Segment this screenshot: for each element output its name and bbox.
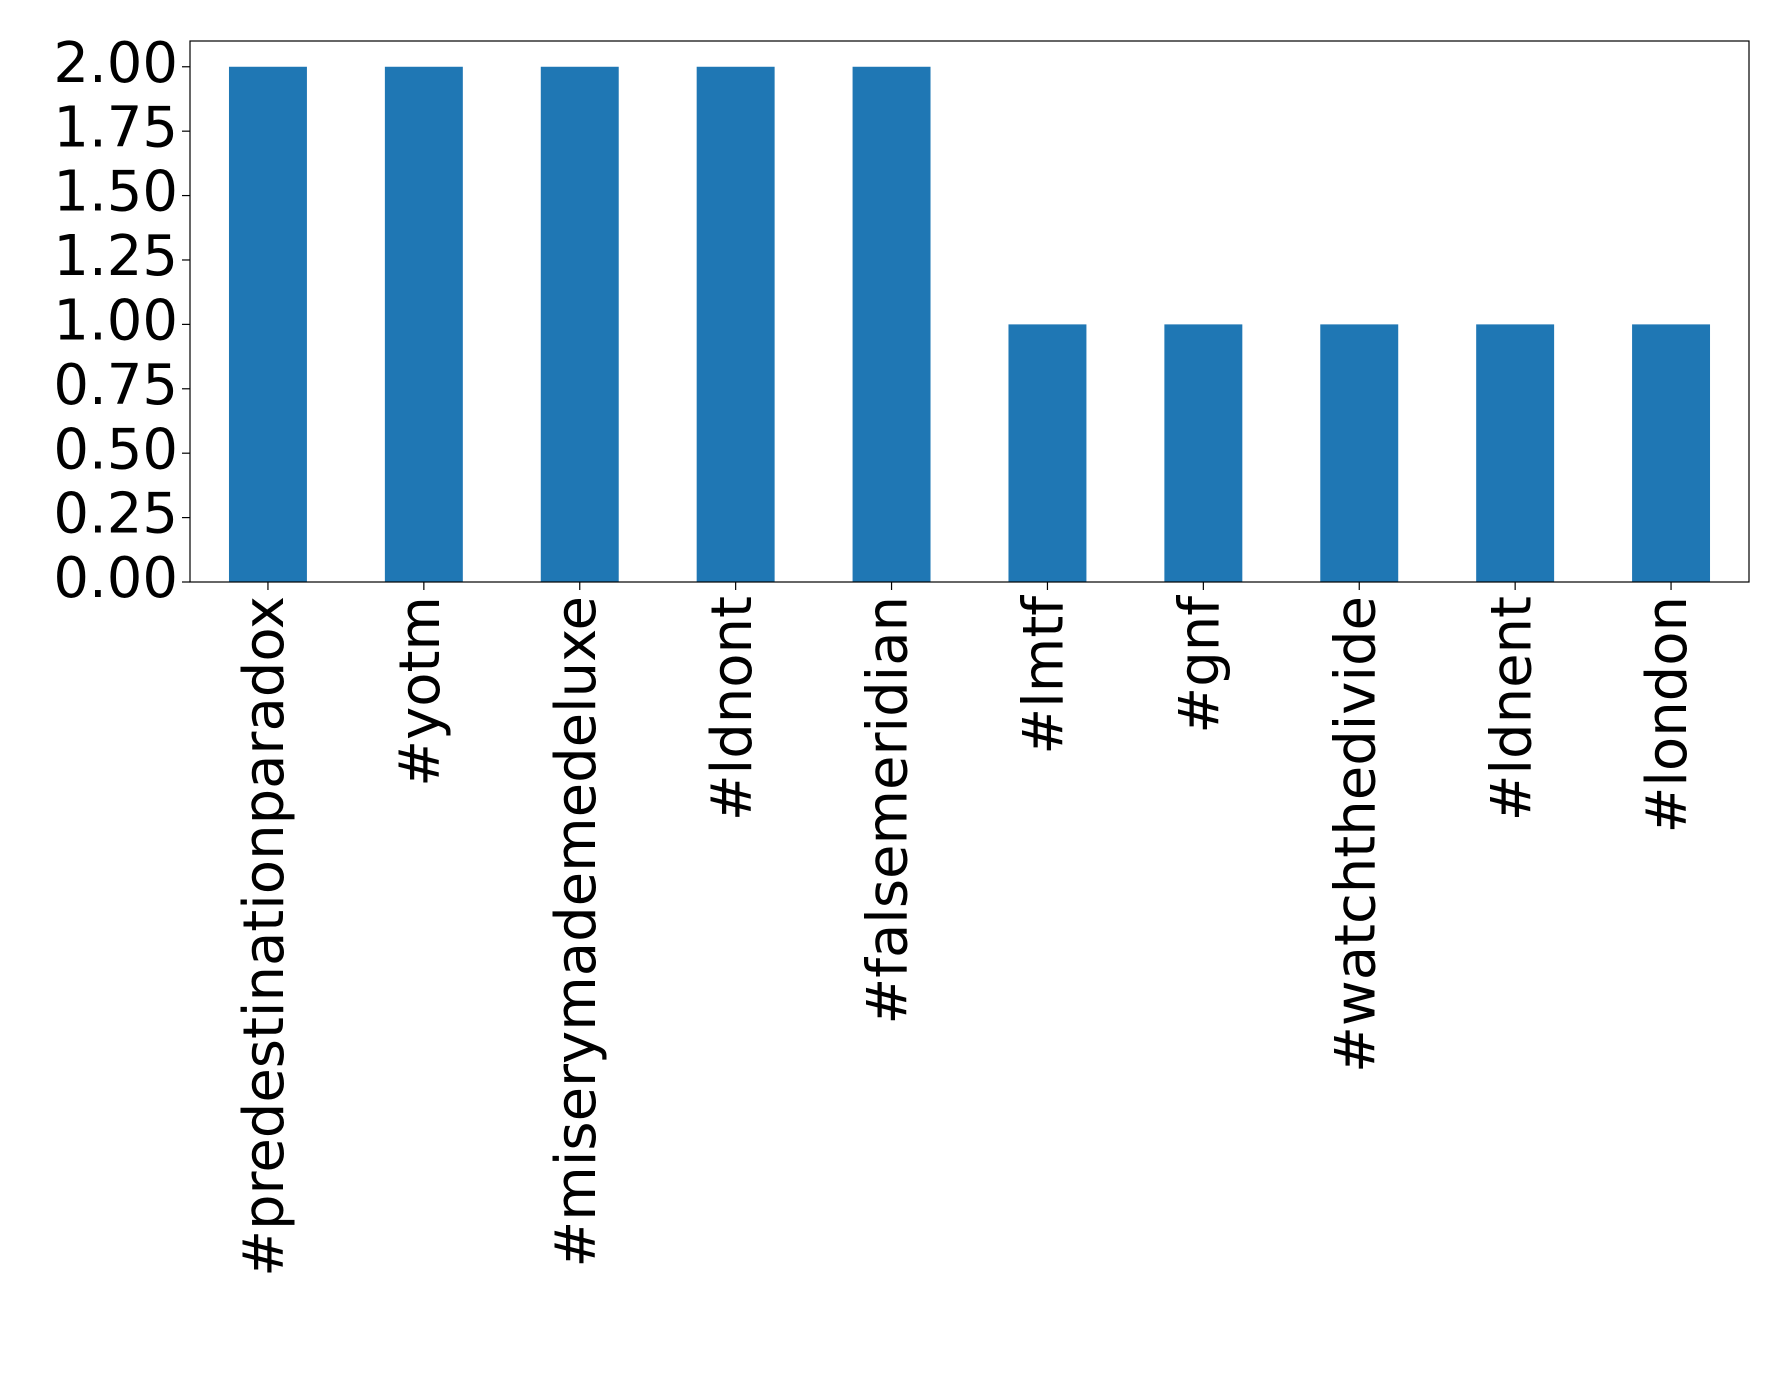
x-tick-label: #miserymademedeluxe: [544, 596, 609, 1268]
y-tick-label: 0.50: [53, 417, 178, 482]
bar: [696, 66, 775, 582]
plot-frame: [189, 40, 1750, 583]
y-tick-label: 1.25: [53, 224, 178, 289]
y-tick-label: 2.00: [53, 31, 178, 96]
x-tick-label: #london: [1635, 596, 1700, 834]
bar: [852, 66, 931, 582]
bar: [228, 66, 307, 582]
bar: [1164, 324, 1243, 582]
x-tick-label: #yotm: [388, 596, 453, 787]
y-tick-label: 0.75: [53, 353, 178, 418]
x-tick-label: #predestinationparadox: [232, 596, 297, 1277]
y-tick-label: 0.25: [53, 482, 178, 547]
x-tick-label: #gnf: [1167, 595, 1232, 734]
bar: [1632, 324, 1711, 582]
y-tick-label: 1.00: [53, 289, 178, 354]
bar: [384, 66, 463, 582]
x-tick-label: #watchthedivide: [1323, 596, 1388, 1073]
x-tick-label: #falsemeridian: [856, 596, 921, 1025]
y-tick-label: 1.50: [53, 160, 178, 225]
bar: [1320, 324, 1399, 582]
y-tick-label: 0.00: [53, 546, 178, 611]
x-tick-label: #ldnent: [1479, 596, 1544, 821]
x-tick-label: #lmtf: [1012, 595, 1077, 755]
y-tick-label: 1.75: [53, 95, 178, 160]
x-tick-label: #ldnont: [700, 596, 765, 821]
bar: [540, 66, 619, 582]
bar: [1476, 324, 1555, 582]
bar: [1008, 324, 1087, 582]
